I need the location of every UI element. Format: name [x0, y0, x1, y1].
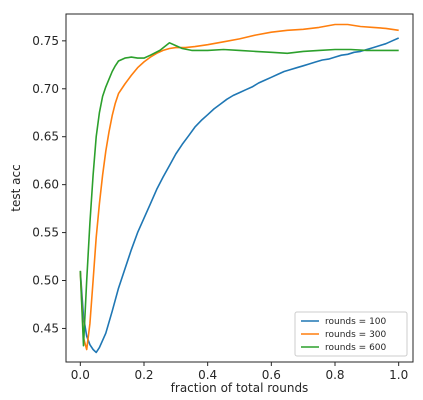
y-tick-label: 0.70 — [32, 82, 59, 96]
x-tick-label: 0.4 — [198, 368, 217, 382]
y-tick-label: 0.65 — [32, 130, 59, 144]
y-axis-label: test acc — [9, 164, 23, 211]
y-tick-label: 0.60 — [32, 178, 59, 192]
legend: rounds = 100 rounds = 300 rounds = 600 — [294, 311, 408, 357]
y-axis: 0.45 0.50 0.55 0.60 0.65 0.70 0.75 — [32, 34, 66, 335]
legend-box — [294, 311, 408, 357]
series-line-0 — [79, 37, 400, 354]
plot-area — [65, 13, 414, 363]
series-layer — [79, 23, 400, 354]
x-tick-label: 0.0 — [71, 368, 90, 382]
x-tick-label: 0.6 — [262, 368, 281, 382]
x-tick-label: 0.2 — [134, 368, 153, 382]
legend-label-0: rounds = 100 — [325, 317, 387, 327]
legend-label-2: rounds = 600 — [325, 343, 387, 353]
x-axis-label: fraction of total rounds — [171, 381, 309, 395]
y-tick-label: 0.55 — [32, 226, 59, 240]
y-tick-label: 0.75 — [32, 34, 59, 48]
legend-label-1: rounds = 300 — [325, 330, 387, 340]
x-tick-label: 0.8 — [325, 368, 344, 382]
y-tick-label: 0.45 — [32, 321, 59, 335]
y-tick-label: 0.50 — [32, 274, 59, 288]
x-axis: 0.0 0.2 0.4 0.6 0.8 1.0 — [71, 362, 408, 382]
x-tick-label: 1.0 — [389, 368, 408, 382]
series-line-2 — [79, 42, 399, 347]
series-line-1 — [79, 23, 399, 351]
